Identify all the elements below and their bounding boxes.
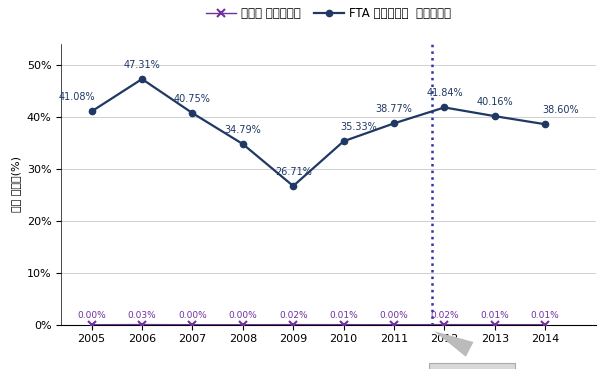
- Text: 35.33%: 35.33%: [340, 122, 377, 132]
- Text: 0.02%: 0.02%: [430, 311, 459, 320]
- Text: 41.08%: 41.08%: [58, 92, 95, 102]
- Text: 34.79%: 34.79%: [225, 125, 261, 135]
- Text: 38.77%: 38.77%: [376, 104, 413, 114]
- Text: 47.31%: 47.31%: [123, 60, 160, 70]
- 미국산 시장점유율: [239, 323, 246, 327]
- Text: 0.03%: 0.03%: [128, 311, 157, 320]
- Text: 40.16%: 40.16%: [476, 97, 513, 107]
- FTA 미체결국의  시장점유율: [138, 77, 146, 81]
- 미국산 시장점유율: [542, 323, 549, 327]
- Text: 41.84%: 41.84%: [426, 88, 463, 98]
- FTA 미체결국의  시장점유율: [542, 122, 549, 127]
- FTA 미체결국의  시장점유율: [391, 121, 398, 125]
- Text: 0.01%: 0.01%: [329, 311, 358, 320]
- Text: 0.01%: 0.01%: [480, 311, 509, 320]
- Text: 0.00%: 0.00%: [379, 311, 408, 320]
- Text: 0.02%: 0.02%: [279, 311, 308, 320]
- 미국산 시장점유율: [340, 323, 348, 327]
- Legend: 미국산 시장점유율, FTA 미체결국의  시장점유율: 미국산 시장점유율, FTA 미체결국의 시장점유율: [201, 3, 456, 25]
- Text: 26.71%: 26.71%: [275, 167, 312, 177]
- Text: 0.01%: 0.01%: [531, 311, 559, 320]
- FTA 미체결국의  시장점유율: [188, 111, 196, 115]
- FTA 미체결국의  시장점유율: [491, 114, 499, 118]
- Text: 38.60%: 38.60%: [542, 105, 578, 115]
- 미국산 시장점유율: [88, 323, 95, 327]
- Line: FTA 미체결국의  시장점유율: FTA 미체결국의 시장점유율: [88, 76, 548, 189]
- Y-axis label: 시장 점유율(%): 시장 점유율(%): [12, 156, 21, 213]
- FTA 미체결국의  시장점유율: [88, 109, 95, 114]
- Line: 미국산 시장점유율: 미국산 시장점유율: [88, 321, 549, 328]
- FTA 미체결국의  시장점유율: [239, 142, 246, 146]
- 미국산 시장점유율: [290, 323, 297, 327]
- FTA 미체결국의  시장점유율: [340, 139, 348, 144]
- Text: 0.00%: 0.00%: [77, 311, 106, 320]
- 미국산 시장점유율: [138, 323, 146, 327]
- 미국산 시장점유율: [441, 323, 448, 327]
- 미국산 시장점유율: [491, 323, 499, 327]
- 미국산 시장점유율: [391, 323, 398, 327]
- Text: 0.00%: 0.00%: [178, 311, 207, 320]
- 미국산 시장점유율: [188, 323, 196, 327]
- Text: 40.75%: 40.75%: [174, 94, 211, 104]
- FTA 미체결국의  시장점유율: [290, 184, 297, 188]
- FTA 미체결국의  시장점유율: [441, 105, 448, 110]
- Text: 0.00%: 0.00%: [228, 311, 257, 320]
